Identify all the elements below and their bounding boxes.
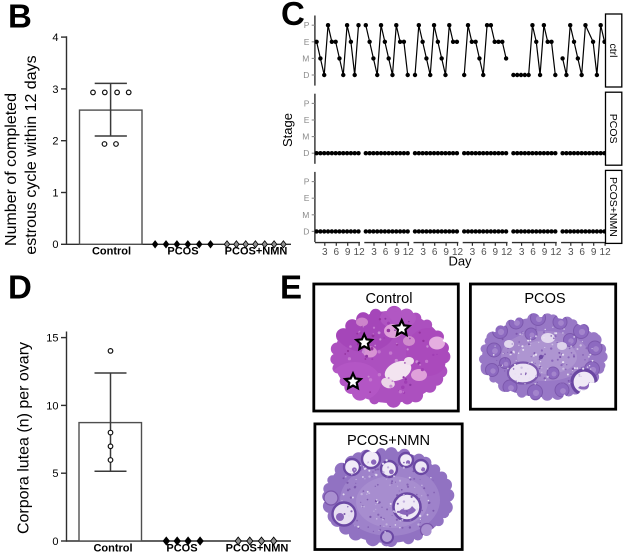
svg-text:C: C bbox=[281, 0, 305, 32]
svg-text:Control: Control bbox=[365, 291, 412, 307]
svg-text:12: 12 bbox=[403, 247, 415, 258]
svg-text:9: 9 bbox=[345, 247, 351, 258]
svg-text:3: 3 bbox=[470, 247, 476, 258]
svg-text:15: 15 bbox=[46, 333, 58, 345]
svg-text:0: 0 bbox=[52, 239, 58, 251]
svg-text:3: 3 bbox=[52, 84, 58, 96]
svg-text:9: 9 bbox=[443, 247, 449, 258]
svg-text:PCOS: PCOS bbox=[166, 543, 197, 555]
svg-text:Corpora lutea (n) per ovary: Corpora lutea (n) per ovary bbox=[16, 342, 33, 534]
svg-text:4: 4 bbox=[52, 32, 58, 44]
svg-text:12: 12 bbox=[452, 247, 464, 258]
svg-text:Day: Day bbox=[448, 254, 472, 269]
svg-text:6: 6 bbox=[579, 247, 585, 258]
svg-text:PCOS: PCOS bbox=[524, 291, 566, 307]
svg-text:Number of completed: Number of completed bbox=[3, 93, 20, 246]
svg-text:M: M bbox=[302, 132, 309, 142]
svg-text:E: E bbox=[304, 193, 310, 203]
svg-text:10: 10 bbox=[46, 400, 58, 412]
svg-text:B: B bbox=[8, 0, 32, 35]
svg-text:PCOS+NMN: PCOS+NMN bbox=[347, 433, 430, 449]
svg-text:6: 6 bbox=[530, 247, 536, 258]
svg-text:3: 3 bbox=[322, 247, 328, 258]
svg-text:1: 1 bbox=[52, 187, 58, 199]
svg-text:9: 9 bbox=[591, 247, 597, 258]
svg-text:12: 12 bbox=[550, 247, 562, 258]
svg-text:3: 3 bbox=[568, 247, 574, 258]
svg-text:M: M bbox=[302, 210, 309, 220]
svg-text:12: 12 bbox=[501, 247, 513, 258]
svg-text:E: E bbox=[304, 115, 310, 125]
svg-text:9: 9 bbox=[542, 247, 548, 258]
svg-text:3: 3 bbox=[371, 247, 377, 258]
svg-text:PCOS+NMN: PCOS+NMN bbox=[225, 246, 288, 258]
svg-text:D: D bbox=[303, 70, 309, 80]
svg-text:ctrl: ctrl bbox=[607, 44, 619, 58]
svg-text:D: D bbox=[303, 226, 309, 236]
svg-text:M: M bbox=[302, 53, 309, 63]
svg-text:PCOS: PCOS bbox=[167, 246, 198, 258]
svg-text:12: 12 bbox=[354, 247, 366, 258]
svg-text:Control: Control bbox=[92, 246, 131, 258]
svg-text:3: 3 bbox=[519, 247, 525, 258]
svg-text:Stage: Stage bbox=[280, 113, 295, 147]
svg-text:PCOS: PCOS bbox=[607, 114, 619, 144]
svg-text:E: E bbox=[280, 269, 302, 306]
svg-text:9: 9 bbox=[493, 247, 499, 258]
svg-text:3: 3 bbox=[420, 247, 426, 258]
svg-text:P: P bbox=[304, 177, 310, 187]
svg-text:Control: Control bbox=[93, 543, 132, 555]
svg-text:6: 6 bbox=[334, 247, 340, 258]
svg-text:PCOS+NMN: PCOS+NMN bbox=[226, 543, 289, 555]
svg-text:D: D bbox=[303, 148, 309, 158]
svg-text:5: 5 bbox=[52, 468, 58, 480]
svg-text:9: 9 bbox=[394, 247, 400, 258]
svg-text:2: 2 bbox=[52, 136, 58, 148]
svg-text:6: 6 bbox=[432, 247, 438, 258]
svg-text:6: 6 bbox=[481, 247, 487, 258]
svg-text:6: 6 bbox=[383, 247, 389, 258]
svg-text:E: E bbox=[304, 37, 310, 47]
svg-text:P: P bbox=[304, 98, 310, 108]
svg-text:12: 12 bbox=[600, 247, 612, 258]
svg-text:PCOS+NMN: PCOS+NMN bbox=[607, 177, 619, 237]
svg-text:0: 0 bbox=[52, 536, 58, 548]
svg-text:D: D bbox=[8, 268, 32, 305]
svg-text:estrous cycle within 12 days: estrous cycle within 12 days bbox=[23, 55, 40, 254]
svg-text:P: P bbox=[304, 20, 310, 30]
